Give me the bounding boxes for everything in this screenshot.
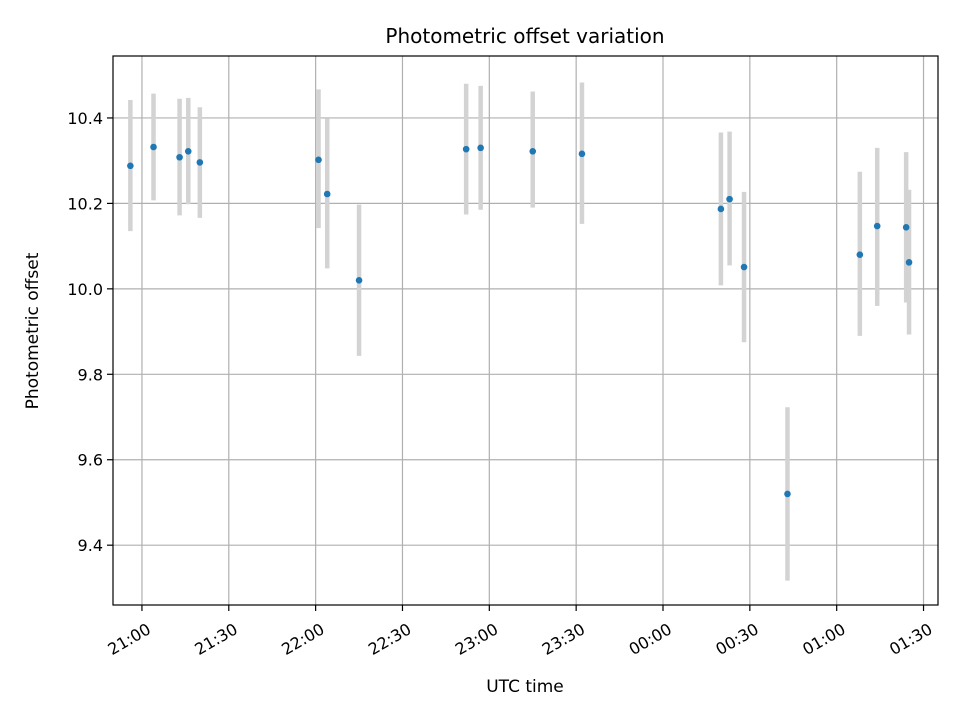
data-point	[184, 147, 192, 155]
y-tick-label: 9.6	[78, 451, 103, 470]
y-tick-label: 9.4	[78, 536, 103, 555]
data-point	[150, 143, 157, 151]
data-point	[355, 276, 363, 284]
data-point	[462, 145, 470, 153]
y-tick-label: 9.8	[78, 365, 103, 384]
data-point	[323, 190, 331, 198]
y-axis-label: Photometric offset	[23, 252, 43, 409]
y-tick-label: 10.4	[67, 109, 103, 128]
data-point	[856, 251, 864, 258]
data-points	[127, 143, 913, 498]
data-point	[578, 150, 586, 158]
grid	[113, 56, 938, 605]
x-axis-label: UTC time	[486, 677, 564, 697]
plot-frame	[112, 55, 939, 606]
chart-title: Photometric offset variation	[385, 24, 664, 48]
y-tick-label: 10.2	[67, 194, 103, 213]
data-point	[905, 259, 913, 266]
y-tick-label: 10.0	[67, 280, 103, 299]
data-point	[315, 156, 322, 164]
y-axis-ticks: 9.4 9.6 9.8 10.0 10.2 10.4	[67, 109, 113, 555]
data-point	[902, 224, 910, 231]
data-point	[717, 205, 725, 213]
data-point	[784, 490, 791, 498]
data-point	[196, 159, 204, 166]
data-point	[529, 147, 537, 155]
data-point	[477, 144, 484, 152]
data-point	[873, 222, 881, 230]
data-point	[740, 263, 748, 271]
data-point	[726, 195, 733, 203]
data-point	[176, 153, 183, 161]
data-point	[127, 162, 134, 170]
